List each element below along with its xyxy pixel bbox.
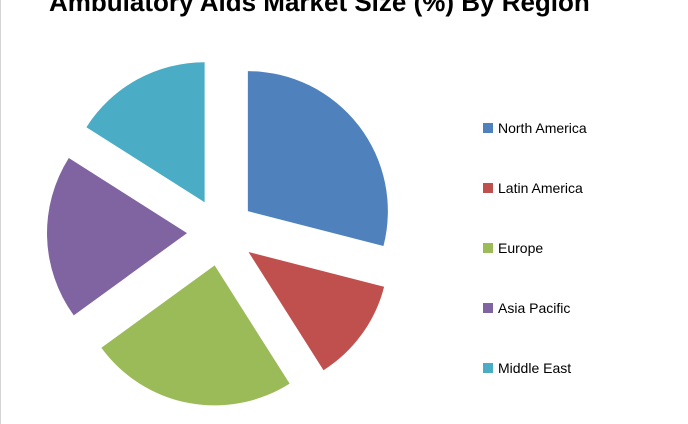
legend-label: North America [498,120,587,136]
legend-label: Middle East [498,360,572,376]
legend-swatch [483,363,493,373]
legend-swatch [483,123,493,133]
legend-item-asia-pacific: Asia Pacific [483,298,683,318]
legend-swatch [483,303,493,313]
legend: North America Latin America Europe Asia Pac… [483,118,683,418]
pie-slice-asia-pacific [47,158,188,316]
pie-slice-europe [101,265,290,406]
legend-item-north-america: North America [483,118,683,138]
chart-title: Ambulatory Aids Market Size (%) By Regio… [49,0,590,17]
pie-slice-middle-east [86,62,205,203]
pie-slice-latin-america [248,251,385,371]
pie-chart [47,62,388,406]
legend-label: Europe [498,240,544,256]
legend-label: Latin America [498,180,583,196]
legend-swatch [483,243,493,253]
legend-item-europe: Europe [483,238,683,258]
legend-swatch [483,183,493,193]
legend-label: Asia Pacific [498,300,571,316]
pie-slice-north-america [247,71,388,246]
pie-slices [47,62,388,406]
legend-item-middle-east: Middle East [483,358,683,378]
legend-item-latin-america: Latin America [483,178,683,198]
